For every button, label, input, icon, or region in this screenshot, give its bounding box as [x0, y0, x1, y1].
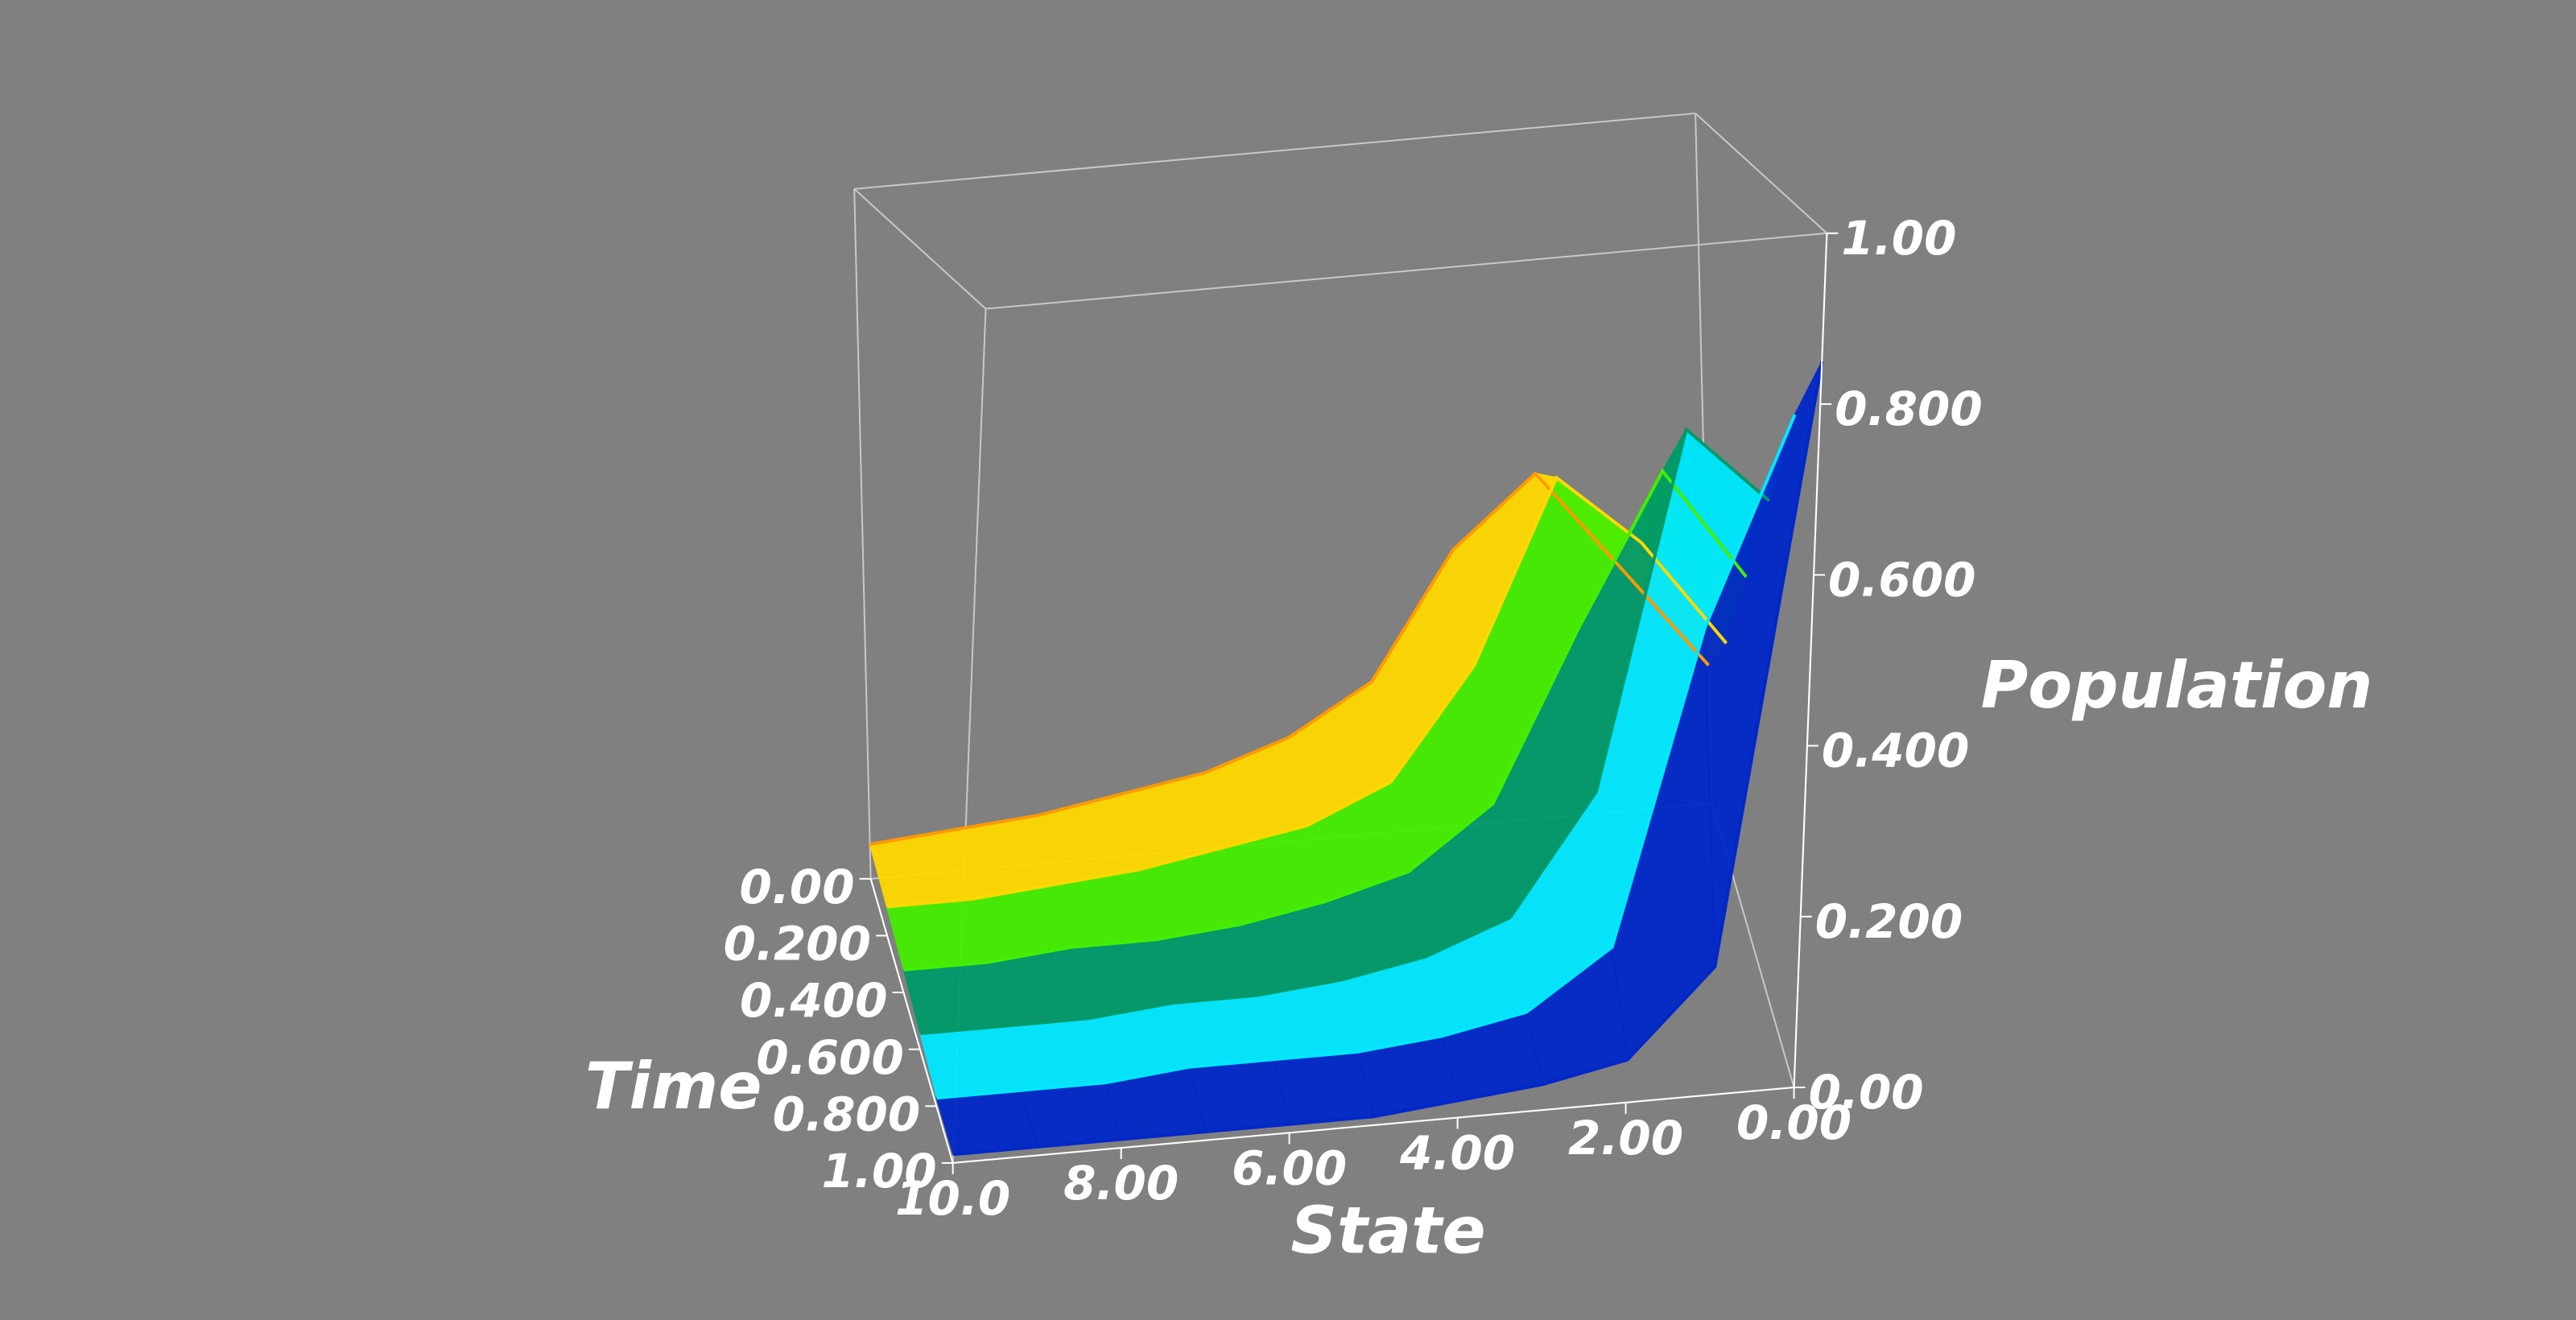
surface-patch [919, 1025, 1022, 1099]
time-profile [936, 414, 1797, 1100]
bounding-box [853, 188, 872, 879]
z-tick-label: 1.00 [1841, 211, 1956, 266]
x-axis-title: State [1290, 1194, 1485, 1268]
surface-patch [1272, 1051, 1375, 1125]
z-tick-label: 0.600 [1828, 552, 1975, 607]
y-tick-label: 1.00 [822, 1144, 937, 1198]
bounding-box [985, 232, 1827, 310]
x-tick-label: 0.00 [1736, 1095, 1852, 1150]
time-profile [903, 468, 1748, 971]
time-profile [952, 361, 1824, 1157]
x-tick-label: 8.00 [1063, 1156, 1179, 1211]
axis-line [869, 878, 954, 1164]
x-tick-label: 4.00 [1399, 1126, 1515, 1181]
z-tick-label: 0.400 [1822, 724, 1969, 778]
time-profile [886, 475, 1728, 909]
axis-line [1793, 233, 1828, 1088]
bounding-box [854, 112, 1696, 190]
z-axis-title: Population [1981, 648, 2373, 723]
surface-patch [1020, 1082, 1123, 1148]
surface-patch [1003, 1017, 1106, 1091]
z-tick-label: 0.800 [1835, 382, 1982, 436]
y-tick-label: 0.800 [773, 1087, 920, 1141]
y-tick-label: 0.400 [740, 973, 887, 1028]
z-tick-label: 0.200 [1815, 894, 1963, 949]
surface-patch [935, 1089, 1038, 1156]
surface-patch [1188, 1058, 1290, 1132]
y-tick-label: 0.00 [740, 860, 855, 914]
bounding-box [1695, 113, 1828, 234]
surface-patch [902, 961, 1005, 1034]
y-tick-label: 0.600 [756, 1030, 903, 1085]
axis-line [952, 1087, 1794, 1164]
surface-patch [886, 898, 989, 971]
bounding-box [853, 188, 987, 310]
time-profile [869, 471, 1710, 846]
surface-patch [1171, 994, 1274, 1068]
x-tick-label: 2.00 [1568, 1111, 1683, 1165]
z-tick-label: 0.00 [1809, 1065, 1924, 1120]
x-tick-label: 10.0 [895, 1171, 1010, 1226]
time-profile [920, 426, 1770, 1036]
x-tick-label: 6.00 [1232, 1141, 1347, 1195]
y-axis-title: Time [585, 1049, 762, 1124]
y-tick-label: 0.200 [724, 917, 871, 971]
